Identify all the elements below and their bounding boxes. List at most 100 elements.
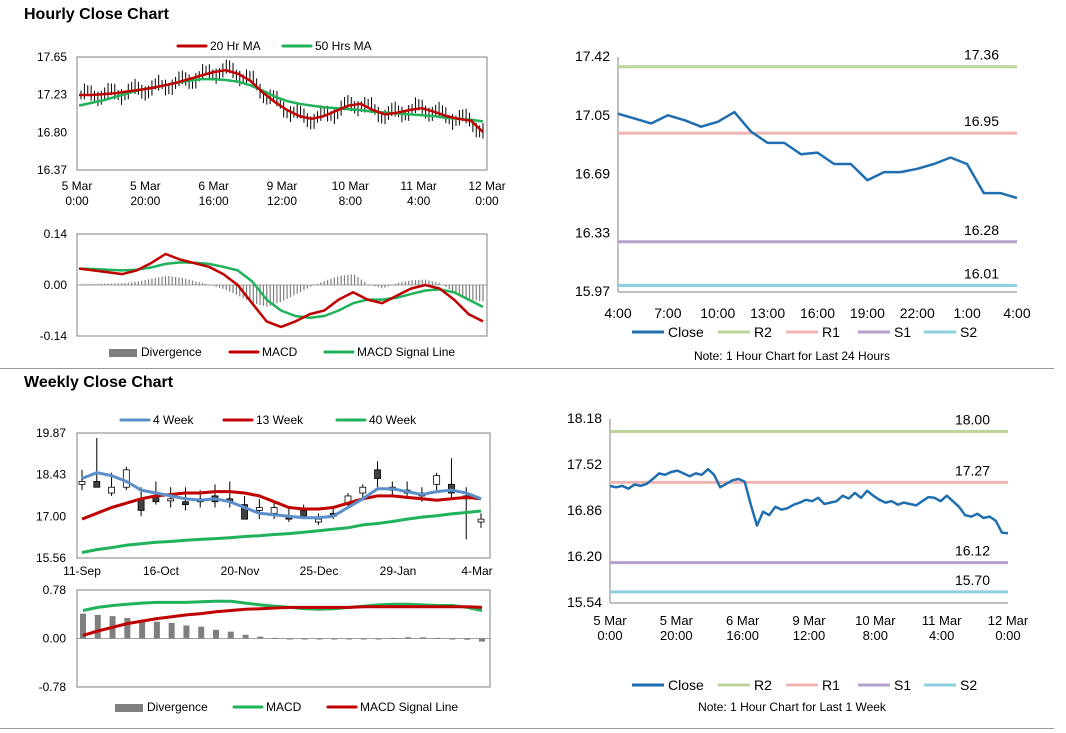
weekly-divergence-bar xyxy=(198,626,205,639)
weekly-pivot-y-tick: 16.20 xyxy=(567,548,602,564)
hourly-price-x-tick: 4:00 xyxy=(407,194,431,208)
weekly-pivot-x-tick: 5 Mar xyxy=(660,613,694,628)
hourly-price-y-tick: 16.80 xyxy=(37,125,67,139)
hourly-macd-y-tick: 0.14 xyxy=(44,227,68,241)
weekly-candle-body xyxy=(122,469,130,488)
hourly-pivot-x-tick: 7:00 xyxy=(654,305,681,321)
weekly-pivot-x-tick: 0:00 xyxy=(995,628,1020,643)
hourly-price-y-tick: 16.37 xyxy=(37,163,67,177)
weekly-candle-body xyxy=(374,469,381,479)
weekly-legend-40wk-label: 40 Week xyxy=(369,413,417,427)
hourly-section-title: Hourly Close Chart xyxy=(24,6,169,23)
weekly-candle-body xyxy=(477,518,485,523)
weekly-pivot-x-tick: 5 Mar xyxy=(593,613,627,628)
weekly-pivot-legend-s1-label: S1 xyxy=(894,677,911,693)
weekly-divergence-bar xyxy=(286,638,293,640)
weekly-divergence-bar xyxy=(479,638,485,642)
weekly-divergence-bar xyxy=(227,631,234,639)
weekly-13wk-line xyxy=(81,490,482,521)
hourly-price-x-tick: 0:00 xyxy=(65,194,89,208)
weekly-pivot-y-tick: 17.52 xyxy=(567,456,602,472)
weekly-price-x-tick: 4-Mar xyxy=(461,564,492,578)
hourly-price-x-tick: 5 Mar xyxy=(62,179,93,193)
hourly-pivot-close-line xyxy=(617,110,1018,200)
weekly-divergence-bar xyxy=(257,636,264,639)
hourly-pivot-x-tick: 13:00 xyxy=(750,305,785,321)
weekly-pivot-level-label: 18.00 xyxy=(955,412,990,428)
weekly-pivot-x-tick: 10 Mar xyxy=(855,613,896,628)
hourly-legend-divergence-label: Divergence xyxy=(141,345,202,359)
bottom-divider xyxy=(0,728,1054,729)
weekly-pivot-x-tick: 12:00 xyxy=(793,628,826,643)
weekly-candle-body xyxy=(167,498,175,502)
hourly-pivot-legend-r2-label: R2 xyxy=(754,324,772,340)
weekly-price-x-tick: 29-Jan xyxy=(380,564,417,578)
weekly-divergence-bar xyxy=(375,638,382,640)
weekly-candle-body xyxy=(315,518,322,523)
hourly-pivot-legend-s1-label: S1 xyxy=(894,324,911,340)
weekly-40wk-line xyxy=(81,509,482,554)
weekly-pivot-legend-r2-label: R2 xyxy=(754,677,772,693)
weekly-divergence-bar xyxy=(419,637,426,639)
weekly-price-plot-frame xyxy=(76,432,491,559)
weekly-candle-body xyxy=(78,481,86,485)
weekly-pivot-x-tick: 9 Mar xyxy=(792,613,826,628)
hourly-price-x-tick: 6 Mar xyxy=(198,179,229,193)
weekly-pivot-x-tick: 20:00 xyxy=(660,628,693,643)
hourly-pivot-y-tick: 15.97 xyxy=(575,283,610,299)
weekly-legend-divergence-swatch xyxy=(115,704,143,712)
weekly-price-x-tick: 25-Dec xyxy=(300,564,339,578)
weekly-candle-body xyxy=(182,501,189,506)
weekly-pivot-level-label: 15.70 xyxy=(955,572,990,588)
weekly-pivot-level-label: 17.27 xyxy=(955,462,990,478)
hourly-pivot-level-label: 16.01 xyxy=(964,266,999,282)
weekly-price-x-tick: 16-Oct xyxy=(143,564,180,578)
weekly-pivot-x-tick: 12 Mar xyxy=(988,613,1029,628)
weekly-divergence-bar xyxy=(242,634,249,639)
hourly-pivot-x-tick: 10:00 xyxy=(700,305,735,321)
hourly-macd-signal-line xyxy=(78,261,484,320)
hourly-macd-y-tick: 0.00 xyxy=(44,278,68,292)
weekly-candle-body xyxy=(300,510,308,517)
weekly-pivot-note: Note: 1 Hour Chart for Last 1 Week xyxy=(698,700,887,714)
weekly-divergence-bar xyxy=(331,638,338,640)
weekly-legend-4wk-label: 4 Week xyxy=(153,413,194,427)
weekly-pivot-x-tick: 4:00 xyxy=(929,628,954,643)
hourly-pivot-legend-s2-label: S2 xyxy=(960,324,977,340)
weekly-divergence-bar xyxy=(213,629,219,639)
hourly-pivot-x-tick: 4:00 xyxy=(604,305,631,321)
weekly-pivot-x-tick: 6 Mar xyxy=(726,613,760,628)
hourly-price-x-tick: 12 Mar xyxy=(468,179,505,193)
section-divider xyxy=(0,368,1054,369)
hourly-price-x-tick: 11 Mar xyxy=(400,179,436,193)
weekly-macd-y-tick: 0.78 xyxy=(43,583,67,597)
hourly-macd-line xyxy=(78,252,484,329)
hourly-pivot-y-tick: 17.05 xyxy=(575,107,610,123)
hourly-pivot-y-tick: 16.33 xyxy=(575,224,610,240)
hourly-pivot-x-tick: 19:00 xyxy=(850,305,885,321)
weekly-divergence-bar xyxy=(301,638,308,640)
weekly-candle-body xyxy=(93,481,101,488)
weekly-price-y-tick: 17.00 xyxy=(36,509,66,523)
hourly-macd-y-tick: -0.14 xyxy=(40,329,68,343)
weekly-pivot-close-line xyxy=(609,467,1009,535)
weekly-price-x-tick: 20-Nov xyxy=(221,564,260,578)
weekly-divergence-bar xyxy=(183,625,190,639)
weekly-divergence-bar xyxy=(346,638,352,640)
hourly-pivot-x-tick: 4:00 xyxy=(1003,305,1030,321)
weekly-legend-13wk-label: 13 Week xyxy=(256,413,304,427)
weekly-divergence-bar xyxy=(168,622,175,639)
weekly-pivot-y-tick: 15.54 xyxy=(567,594,602,610)
weekly-divergence-bar xyxy=(153,621,160,639)
weekly-candle-body xyxy=(108,486,115,494)
weekly-price-y-tick: 18.43 xyxy=(36,468,66,482)
weekly-divergence-bar xyxy=(360,638,367,640)
weekly-legend-macd-label: MACD xyxy=(266,700,302,714)
hourly-price-x-tick: 9 Mar xyxy=(267,179,298,193)
weekly-pivot-x-tick: 0:00 xyxy=(597,628,622,643)
weekly-divergence-bar xyxy=(94,614,101,639)
hourly-price-x-tick: 0:00 xyxy=(475,194,499,208)
weekly-pivot-y-tick: 18.18 xyxy=(567,410,602,426)
weekly-divergence-bar xyxy=(449,638,456,640)
